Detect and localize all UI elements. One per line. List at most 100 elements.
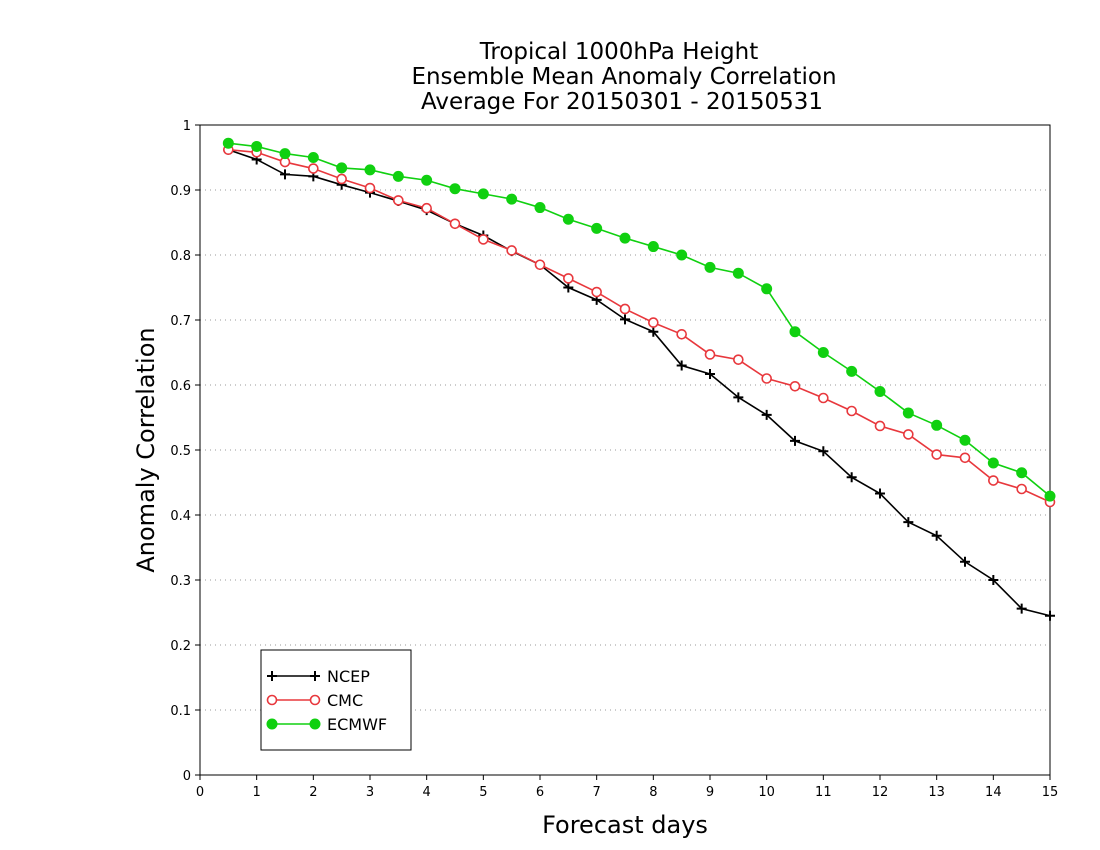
legend-marker	[309, 718, 321, 730]
data-point-ncep	[846, 472, 857, 483]
data-point-cmc	[648, 317, 659, 328]
data-point-ecmwf	[732, 267, 744, 279]
x-tick-label: 4	[423, 785, 431, 800]
data-point-ncep	[790, 435, 800, 446]
legend-marker	[309, 694, 321, 706]
data-point-ecmwf	[817, 347, 829, 358]
x-tick-label: 12	[872, 785, 889, 800]
data-point-cmc	[534, 259, 546, 271]
data-point-ecmwf	[761, 283, 773, 295]
data-point-cmc	[818, 392, 829, 404]
x-tick-label: 8	[649, 785, 657, 800]
data-point-cmc	[704, 349, 716, 360]
data-point-ncep	[988, 575, 999, 585]
legend-marker	[266, 694, 278, 706]
x-tick-label: 10	[758, 785, 775, 800]
x-tick-label: 2	[309, 785, 317, 800]
y-axis-label: Anomaly Correlation	[132, 327, 160, 572]
chart-title-line-2: Ensemble Mean Anomaly Correlation	[411, 64, 836, 90]
data-point-ecmwf	[534, 202, 546, 214]
chart-title-line-3: Average For 20150301 - 20150531	[421, 89, 823, 115]
data-point-ecmwf	[279, 148, 291, 160]
data-point-ecmwf	[421, 174, 433, 186]
data-point-ecmwf	[506, 193, 518, 205]
data-point-ecmwf	[676, 249, 688, 261]
x-tick-label: 3	[366, 785, 374, 800]
data-point-ncep	[1045, 610, 1055, 621]
x-tick-label: 1	[253, 785, 261, 800]
data-point-cmc	[733, 354, 744, 365]
data-point-ncep	[280, 169, 290, 180]
data-point-cmc	[846, 405, 857, 417]
data-point-ecmwf	[931, 419, 943, 431]
data-point-ecmwf	[222, 137, 234, 149]
data-point-ecmwf	[392, 170, 404, 182]
data-point-cmc	[988, 475, 999, 486]
y-tick-label: 0	[183, 769, 191, 784]
legend-marker	[310, 671, 320, 681]
data-point-ecmwf	[789, 326, 801, 338]
series-line-ncep	[228, 148, 1051, 617]
y-tick-label: 0.7	[170, 314, 191, 329]
x-tick-label: 15	[1042, 785, 1059, 800]
data-point-ecmwf	[704, 261, 716, 273]
data-point-ecmwf	[902, 407, 914, 419]
x-tick-label: 13	[928, 785, 945, 800]
data-point-ecmwf	[846, 365, 858, 377]
x-axis-ticks: 0 1 2 3 4 5 6 7 8 9 10 11 12 13 14 15	[196, 775, 1058, 800]
data-point-ecmwf	[959, 434, 971, 446]
y-tick-label: 0.6	[170, 379, 191, 394]
data-point-ncep	[620, 314, 630, 325]
legend-item-ncep: NCEP	[267, 667, 370, 686]
chart-title-line-1: Tropical 1000hPa Height	[479, 39, 759, 65]
legend: NCEP CMC ECMWF	[260, 649, 412, 751]
data-point-cmc	[789, 380, 801, 392]
legend-marker	[267, 671, 277, 681]
data-point-ncep	[818, 446, 829, 457]
data-point-ecmwf	[336, 162, 348, 174]
data-point-cmc	[478, 234, 489, 245]
data-point-cmc	[449, 218, 461, 230]
data-point-cmc	[393, 195, 404, 206]
series-cmc	[223, 144, 1056, 508]
x-tick-label: 14	[985, 785, 1002, 800]
legend-label: CMC	[327, 691, 363, 710]
grid-lines	[200, 189, 1050, 711]
legend-item-cmc: CMC	[266, 691, 363, 710]
y-tick-label: 0.5	[170, 444, 191, 459]
data-point-cmc	[959, 452, 971, 464]
data-point-ecmwf	[562, 213, 574, 225]
data-point-ncep	[875, 488, 885, 499]
x-tick-label: 9	[706, 785, 714, 800]
data-point-ncep	[563, 282, 574, 293]
data-point-ecmwf	[591, 222, 603, 234]
y-tick-label: 0.9	[170, 184, 191, 199]
y-tick-label: 1	[183, 119, 191, 134]
x-tick-label: 5	[479, 785, 487, 800]
data-point-ncep	[903, 517, 914, 528]
y-axis-ticks: 0 0.1 0.2 0.3 0.4 0.5 0.6 0.7 0.8 0.9 1	[170, 119, 200, 784]
data-point-cmc	[336, 173, 347, 185]
data-point-ecmwf	[874, 386, 886, 397]
data-point-ecmwf	[307, 152, 319, 163]
data-point-cmc	[1016, 483, 1027, 495]
legend-label: ECMWF	[327, 715, 387, 734]
data-point-ecmwf	[619, 232, 631, 244]
data-point-ncep	[705, 368, 715, 379]
x-tick-label: 7	[593, 785, 601, 800]
data-point-cmc	[308, 163, 319, 174]
data-point-ecmwf	[251, 140, 263, 152]
y-tick-label: 0.4	[170, 509, 191, 524]
data-point-ecmwf	[364, 164, 376, 176]
data-point-cmc	[591, 286, 602, 298]
y-tick-label: 0.3	[170, 574, 191, 589]
data-point-ecmwf	[647, 241, 659, 253]
y-tick-label: 0.2	[170, 639, 191, 654]
x-tick-label: 0	[196, 785, 204, 800]
legend-marker	[266, 718, 278, 730]
y-tick-label: 0.8	[170, 249, 191, 264]
x-tick-label: 6	[536, 785, 544, 800]
data-point-cmc	[421, 202, 432, 214]
data-point-ncep	[676, 360, 687, 371]
